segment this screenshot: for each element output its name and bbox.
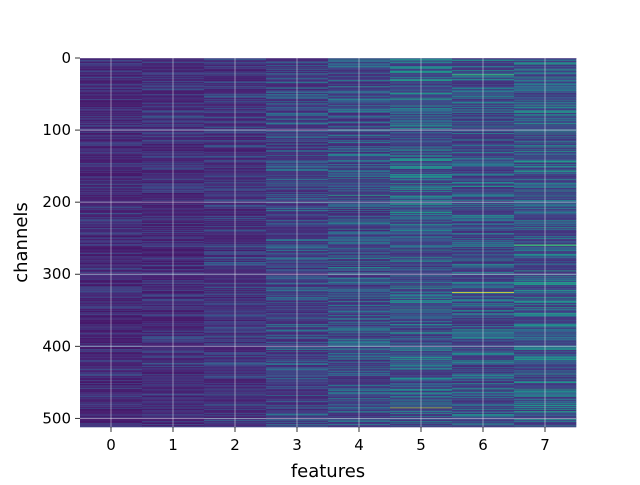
grid-lines (80, 57, 576, 427)
x-tick-label: 5 (416, 436, 426, 454)
x-tick-label: 6 (478, 436, 488, 454)
x-axis-label: features (291, 461, 365, 480)
y-axis-label: channels (11, 202, 32, 283)
y-tick-label: 400 (42, 337, 71, 355)
y-tick-label: 200 (42, 193, 71, 211)
x-tick-label: 7 (540, 436, 550, 454)
x-tick-label: 2 (230, 436, 240, 454)
y-tick-label: 300 (42, 265, 71, 283)
y-tick-label: 500 (42, 409, 71, 427)
y-tick-label: 100 (42, 121, 71, 139)
x-tick-label: 3 (292, 436, 302, 454)
y-axis-ticks: 0 100 200 300 400 500 (42, 49, 80, 427)
y-tick-label: 0 (61, 49, 71, 67)
x-tick-label: 0 (106, 436, 116, 454)
heatmap-cells (80, 58, 577, 428)
x-tick-label: 4 (354, 436, 364, 454)
x-axis-ticks: 0 1 2 3 4 5 6 7 (106, 427, 550, 454)
x-tick-label: 1 (168, 436, 178, 454)
